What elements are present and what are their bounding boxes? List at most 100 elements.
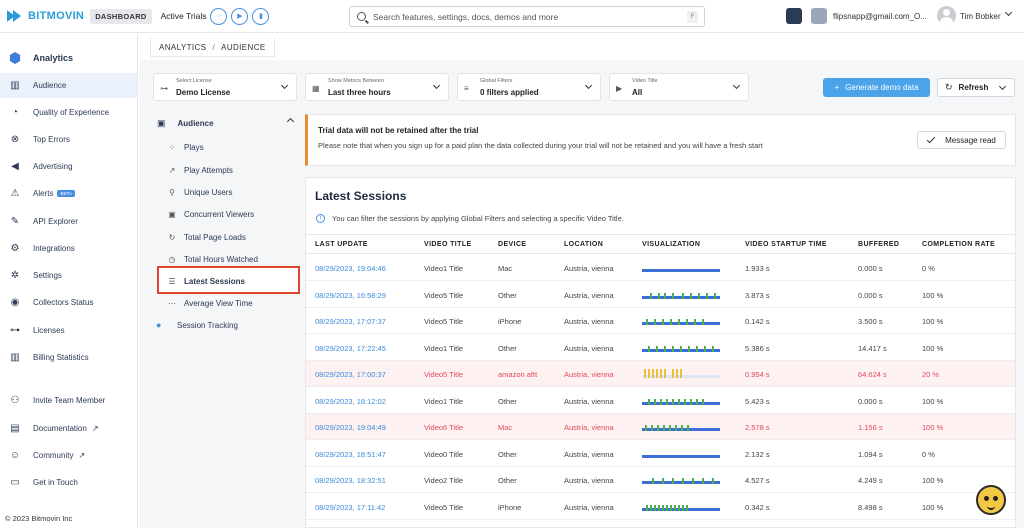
trial-player-icon[interactable]: ▶	[231, 7, 249, 25]
session-link[interactable]: 08/29/2023, 19:04:46	[315, 264, 386, 273]
table-row[interactable]: 08/29/2023, 19:04:49 Video6 Title Mac Austr…	[306, 414, 1015, 440]
trial-encoding-icon[interactable]: ▮	[252, 7, 270, 25]
column-header[interactable]: LOCATION	[564, 241, 604, 248]
submenu-item-unique-users[interactable]: ⚲ Unique Users	[167, 184, 232, 200]
session-tracking-link[interactable]: ● Session Tracking	[156, 320, 238, 330]
chevron-down-icon[interactable]	[998, 82, 1007, 91]
submenu-item-latest-sessions[interactable]: ☰ Latest Sessions	[167, 273, 245, 289]
session-visualization[interactable]	[642, 262, 720, 274]
session-link[interactable]: 08/29/2023, 17:11:42	[315, 502, 386, 512]
search-shortcut-key: F	[687, 11, 698, 23]
sidebar-item-invite-team-member[interactable]: ⚇ Invite Team Member	[0, 388, 137, 413]
session-visualization[interactable]	[642, 421, 720, 433]
session-link[interactable]: 08/29/2023, 17:07:37	[315, 317, 386, 326]
table-row[interactable]: 08/29/2023, 18:51:47 Video0 Title Other Aus…	[306, 441, 1015, 467]
sidebar-item-documentation[interactable]: ▤ Documentation ↗	[0, 416, 137, 441]
generate-demo-data-button[interactable]: + Generate demo data	[823, 78, 930, 97]
column-header[interactable]: VISUALIZATION	[642, 241, 701, 248]
submenu-header[interactable]: ▣ Audience	[157, 117, 297, 129]
column-header[interactable]: LAST UPDATE	[315, 241, 368, 248]
table-row[interactable]: 08/29/2023, 17:07:37 Video5 Title iPhone Au…	[306, 308, 1015, 334]
column-header[interactable]: VIDEO TITLE	[424, 241, 472, 248]
session-visualization[interactable]	[642, 474, 720, 486]
submenu-item-plays[interactable]: ⁘ Plays	[167, 139, 204, 155]
filter-value: Demo License	[176, 88, 231, 97]
organization-icon[interactable]	[811, 8, 827, 24]
latest-sessions-highlight	[157, 266, 300, 294]
session-link[interactable]: 08/29/2023, 17:00:37	[315, 370, 386, 379]
search-input[interactable]: Search features, settings, docs, demos a…	[349, 6, 705, 27]
global-filters-select[interactable]: ≡ Global Filters 0 filters applied	[457, 73, 601, 101]
metrics-time-select[interactable]: ▦ Show Metrics Between Last three hours	[305, 73, 449, 101]
session-visualization[interactable]	[642, 501, 720, 513]
table-row[interactable]: 08/29/2023, 18:12:02 Video1 Title Other Aus…	[306, 388, 1015, 414]
signal-icon: ◉	[10, 297, 20, 308]
sidebar-item-collectors-status[interactable]: ◉ Collectors Status	[0, 290, 137, 315]
column-header[interactable]: COMPLETION RATE	[922, 241, 996, 248]
table-row[interactable]: 08/29/2023, 16:58:29 Video5 Title Other Aus…	[306, 282, 1015, 308]
session-visualization[interactable]	[642, 368, 720, 380]
sidebar-item-billing-statistics[interactable]: ▥ Billing Statistics	[0, 345, 137, 370]
table-cell: Other	[498, 290, 517, 300]
breadcrumb-separator: /	[212, 42, 216, 52]
notifications-icon[interactable]	[786, 8, 802, 24]
sidebar-item-audience[interactable]: ▥ Audience	[0, 73, 137, 98]
table-row[interactable]: 08/29/2023, 18:32:51 Video2 Title Other Aus…	[306, 467, 1015, 493]
sidebar-item-quality[interactable]: ◔ Quality of Experience	[0, 100, 137, 125]
refresh-button[interactable]: ↻ Refresh	[937, 78, 1015, 97]
user-name[interactable]: Tim Bobker	[960, 12, 1001, 21]
table-row[interactable]: 08/29/2023, 17:11:42 Video5 Title iPhone Au…	[306, 494, 1015, 520]
warning-text: Please note that when you sign up for a …	[318, 141, 763, 150]
license-select[interactable]: ⊶ Select License Demo License	[153, 73, 297, 101]
avatar[interactable]	[937, 6, 956, 25]
table-row[interactable]: 08/29/2023, 17:00:37 Video5 Title amazon a…	[306, 361, 1015, 387]
viz-timeline	[642, 454, 720, 458]
submenu-item-average-view-time[interactable]: ⋯ Average View Time	[167, 295, 253, 311]
sidebar-item-label: Audience	[33, 81, 67, 90]
column-header[interactable]: BUFFERED	[858, 241, 900, 248]
breadcrumb-root[interactable]: ANALYTICS	[159, 42, 207, 52]
trial-analytics-icon[interactable]: ⁘	[210, 7, 228, 25]
sidebar-section-analytics[interactable]: Analytics	[0, 45, 137, 70]
session-link[interactable]: 08/29/2023, 18:51:47	[315, 449, 386, 459]
bitmovin-logo[interactable]: BITMOVIN	[7, 10, 84, 22]
sidebar-item-top-errors[interactable]: ⊗ Top Errors	[0, 127, 137, 152]
submenu-item-total-hours-watched[interactable]: ◷ Total Hours Watched	[167, 251, 258, 267]
account-email[interactable]: flipsnapp@gmail.com_O...	[833, 12, 927, 21]
session-visualization[interactable]	[642, 395, 720, 407]
sidebar-item-api-explorer[interactable]: ✎ API Explorer	[0, 209, 137, 234]
submenu-item-total-page-loads[interactable]: ↻ Total Page Loads	[167, 229, 246, 245]
table-row[interactable]: 08/29/2023, 17:22:45 Video1 Title Other Aus…	[306, 335, 1015, 361]
megaphone-icon: ◀	[11, 161, 19, 172]
viz-event-marker	[660, 369, 662, 378]
session-visualization[interactable]	[642, 448, 720, 460]
sidebar-item-integrations[interactable]: ⚙ Integrations	[0, 236, 137, 261]
column-header[interactable]: DEVICE	[498, 241, 527, 248]
alert-icon: ⚠	[10, 188, 20, 199]
session-visualization[interactable]	[642, 342, 720, 354]
session-link[interactable]: 08/29/2023, 19:04:49	[315, 423, 386, 432]
sidebar-item-licenses[interactable]: ⊶ Licenses	[0, 318, 137, 343]
gauge-icon: ◔	[11, 107, 19, 118]
table-cell: Mac	[498, 264, 513, 273]
sidebar-item-settings[interactable]: ✲ Settings	[0, 263, 137, 288]
table-cell: 1.933 s	[745, 264, 770, 273]
session-link[interactable]: 08/29/2023, 16:58:29	[315, 290, 386, 300]
sidebar-item-get-in-touch[interactable]: ▭ Get in Touch	[0, 470, 137, 495]
sidebar-item-community[interactable]: ☺ Community ↗	[0, 443, 137, 468]
session-link[interactable]: 08/29/2023, 18:12:02	[315, 396, 386, 406]
message-read-button[interactable]: Message read	[917, 131, 1006, 149]
session-visualization[interactable]	[642, 315, 720, 327]
column-header[interactable]: VIDEO STARTUP TIME	[745, 241, 828, 248]
video-title-select[interactable]: ▶ Video Title All	[609, 73, 749, 101]
submenu-item-concurrent-viewers[interactable]: ▣ Concurrent Viewers	[167, 206, 254, 222]
session-link[interactable]: 08/29/2023, 17:22:45	[315, 343, 386, 353]
submenu-item-play-attempts[interactable]: ↗ Play Attempts	[167, 162, 233, 178]
sidebar-item-alerts[interactable]: ⚠ Alerts BETA	[0, 181, 137, 206]
sidebar-item-advertising[interactable]: ◀ Advertising	[0, 154, 137, 179]
session-link[interactable]: 08/29/2023, 18:32:51	[315, 476, 386, 485]
table-row[interactable]: 08/29/2023, 19:04:46 Video1 Title Mac Austr…	[306, 255, 1015, 281]
support-chat-icon[interactable]	[976, 485, 1006, 515]
session-visualization[interactable]	[642, 289, 720, 301]
chevron-up-icon[interactable]	[286, 117, 295, 126]
